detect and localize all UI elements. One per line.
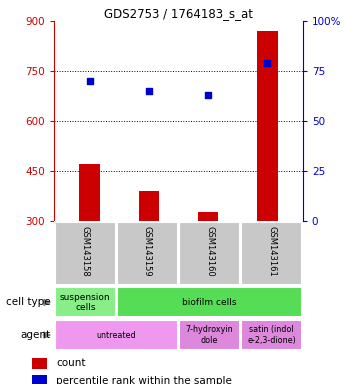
Bar xyxy=(32,375,47,384)
Title: GDS2753 / 1764183_s_at: GDS2753 / 1764183_s_at xyxy=(104,7,253,20)
FancyBboxPatch shape xyxy=(179,320,240,350)
Point xyxy=(146,88,152,94)
Bar xyxy=(198,212,218,221)
Text: satin (indol
e-2,3-dione): satin (indol e-2,3-dione) xyxy=(247,325,296,345)
Text: untreated: untreated xyxy=(97,331,136,339)
Text: agent: agent xyxy=(21,330,51,340)
Text: cell type: cell type xyxy=(6,297,51,308)
FancyBboxPatch shape xyxy=(117,287,302,318)
FancyBboxPatch shape xyxy=(117,222,178,285)
Bar xyxy=(32,358,47,369)
Point xyxy=(87,78,92,84)
FancyBboxPatch shape xyxy=(55,287,116,318)
FancyBboxPatch shape xyxy=(241,320,302,350)
Text: GSM143159: GSM143159 xyxy=(143,226,152,276)
Text: count: count xyxy=(56,358,85,368)
Point xyxy=(205,92,211,98)
Text: GSM143160: GSM143160 xyxy=(205,226,214,277)
Text: percentile rank within the sample: percentile rank within the sample xyxy=(56,376,232,384)
FancyBboxPatch shape xyxy=(55,222,116,285)
Point xyxy=(265,60,270,66)
Bar xyxy=(139,191,159,221)
Bar xyxy=(79,164,100,221)
FancyBboxPatch shape xyxy=(55,320,178,350)
Text: GSM143161: GSM143161 xyxy=(267,226,276,277)
FancyBboxPatch shape xyxy=(179,222,240,285)
Text: 7-hydroxyin
dole: 7-hydroxyin dole xyxy=(186,325,233,345)
Bar xyxy=(257,31,278,221)
Text: suspension
cells: suspension cells xyxy=(60,293,111,312)
Text: GSM143158: GSM143158 xyxy=(81,226,90,277)
FancyBboxPatch shape xyxy=(241,222,302,285)
Text: biofilm cells: biofilm cells xyxy=(182,298,237,307)
